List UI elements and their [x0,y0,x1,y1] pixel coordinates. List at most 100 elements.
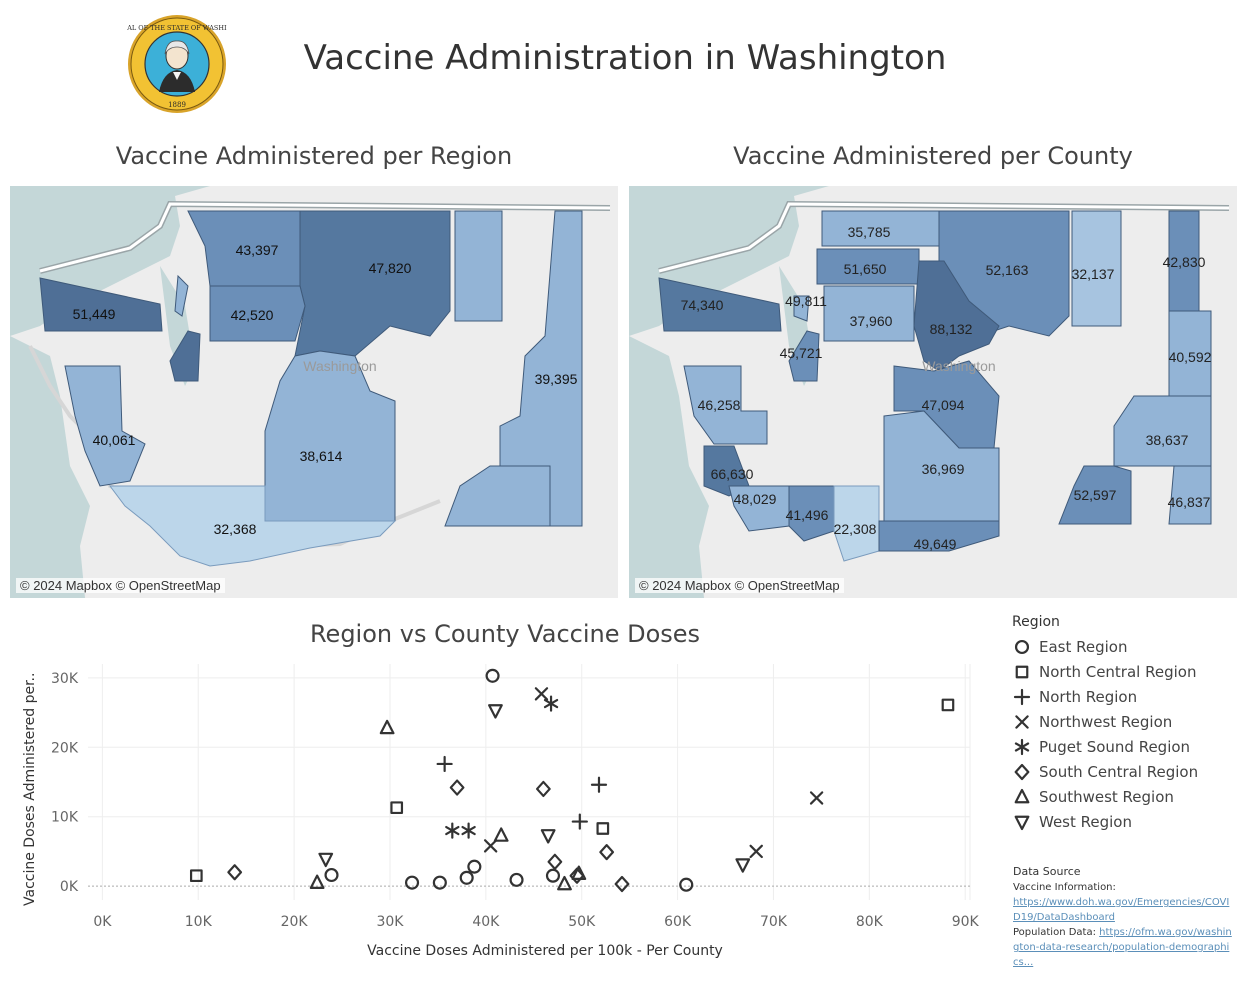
dashboard-title: Vaccine Administration in Washington [303,38,947,78]
county-map-title: Vaccine Administered per County [733,142,1133,170]
scatter-title: Region vs County Vaccine Doses [309,620,701,648]
legend-label: Puget Sound Region [1039,737,1191,756]
data-point [941,698,955,712]
data-point [1015,665,1029,678]
data-point [445,822,460,839]
data-point [540,829,556,844]
region-value-label: 38,614 [300,448,343,464]
x-tick-label: 60K [664,914,692,930]
seal-text-top: THE SEAL OF THE STATE OF WASHINGTON [127,24,227,32]
legend-item[interactable]: East Region [1012,634,1242,659]
data-point [735,858,751,873]
legend-label: Northwest Region [1039,712,1173,731]
legend-item[interactable]: West Region [1012,809,1242,834]
legend-item[interactable]: North Central Region [1012,659,1242,684]
legend-item[interactable]: Southwest Region [1012,784,1242,809]
region-value-label: 39,395 [535,371,578,387]
data-point [1014,738,1030,755]
county-value-label: 22,308 [834,521,877,537]
y-tick-label: 20K [51,740,79,756]
county-value-label: 51,650 [844,261,887,277]
county-value-label: 42,830 [1163,254,1206,270]
county-map-canvas[interactable]: Washington 35,785 51,650 52,163 32,137 4… [629,186,1237,598]
data-point [535,780,551,798]
data-point [459,870,474,885]
county-value-label: 46,258 [698,397,741,413]
vaccine-info-link[interactable]: https://www.doh.wa.gov/Emergencies/COVID… [1013,897,1230,923]
state-seal-logo: THE SEAL OF THE STATE OF WASHINGTON 1889 [127,15,227,113]
data-point [318,852,334,868]
data-point [590,776,608,793]
data-point [543,695,559,712]
x-tick-label: 30K [376,914,404,930]
data-point [483,839,498,853]
county-value-label: 52,597 [1074,487,1117,503]
region-value-label: 47,820 [369,260,412,276]
map-attribution[interactable]: © 2024 Mapbox © OpenStreetMap [16,578,225,593]
data-point [557,875,572,891]
x-tick-label: 50K [568,914,596,930]
population-data-label: Population Data: [1013,927,1096,938]
legend-item[interactable]: Northwest Region [1012,709,1242,734]
county-value-label: 49,811 [785,293,827,309]
data-point [189,869,203,883]
data-point [809,791,824,805]
triangle-up-marker-icon [1014,788,1030,803]
legend-label: East Region [1039,637,1128,656]
legend-label: South Central Region [1039,762,1199,781]
x-axis-label: Vaccine Doses Administered per 100k - Pe… [367,943,723,959]
x-tick-label: 10K [185,914,213,930]
y-tick-label: 0K [60,879,79,895]
county-value-label: 88,132 [930,321,973,337]
scatter-plot[interactable]: 0K 10K 20K 30K 40K 50K 60K 70K 80K 90K 0K 10K 20K 30K [0,660,1000,940]
square-marker-icon [1015,665,1029,678]
x-tick-label: 0K [93,914,112,930]
region-value-label: 42,520 [231,307,274,323]
region-map-canvas[interactable]: Washington 43,397 47,820 51,449 42,520 3… [10,186,618,598]
x-tick-label: 80K [856,914,884,930]
data-point [379,719,395,735]
circle-marker-icon [1014,639,1030,654]
data-point [545,868,561,883]
data-point [1014,788,1030,803]
data-point [679,877,694,892]
region-map[interactable]: Washington 43,397 47,820 51,449 42,520 3… [10,186,618,598]
legend-label: Southwest Region [1039,787,1174,806]
triangle-down-marker-icon [1014,815,1030,830]
region-value-label: 32,368 [214,521,257,537]
legend: Region East Region North Central Region No… [1012,614,1242,834]
data-point [1014,639,1030,654]
legend-label: West Region [1039,812,1132,831]
map-attribution[interactable]: © 2024 Mapbox © OpenStreetMap [635,578,844,593]
legend-item[interactable]: North Region [1012,684,1242,709]
data-point [1013,688,1031,705]
population-data-link[interactable]: https://ofm.wa.gov/washington-data-resea… [1013,927,1232,968]
county-value-label: 41,496 [786,507,829,523]
data-point [749,844,763,859]
diamond-marker-icon [1014,763,1030,780]
region-map-title: Vaccine Administered per Region [115,142,513,170]
x-tick-label: 90K [952,914,980,930]
data-source-heading: Data Source [1013,865,1081,878]
legend-item[interactable]: Puget Sound Region [1012,734,1242,759]
county-value-label: 45,721 [780,345,823,361]
y-tick-label: 10K [51,810,79,826]
data-point [227,864,243,881]
county-value-label: 35,785 [848,224,891,240]
data-point [493,827,509,842]
data-point [467,859,482,874]
data-source: Data Source Vaccine Information: https:/… [1013,864,1233,970]
county-value-label: 52,163 [986,262,1029,278]
plus-marker-icon [1013,688,1031,705]
county-value-label: 40,592 [1169,349,1212,365]
county-map[interactable]: Washington 35,785 51,650 52,163 32,137 4… [629,186,1237,598]
x-tick-label: 70K [760,914,788,930]
region-value-label: 40,061 [93,432,136,448]
county-value-label: 46,837 [1168,494,1211,510]
county-value-label: 74,340 [681,297,724,313]
data-point [461,822,476,839]
place-label: Washington [922,358,995,374]
data-point [449,779,465,796]
y-tick-label: 30K [51,671,79,687]
legend-item[interactable]: South Central Region [1012,759,1242,784]
